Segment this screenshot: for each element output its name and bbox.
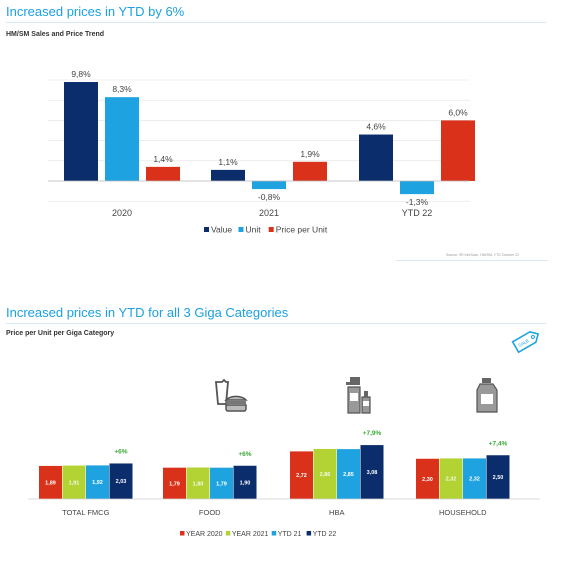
legend-swatch [180, 531, 185, 536]
data-label: 1,79 [216, 481, 227, 487]
bar [416, 458, 439, 499]
data-label: -0,8% [258, 192, 281, 202]
legend-swatch [271, 531, 277, 536]
legend: YEAR 2020 YEAR 2021 YTD 21 YTD 22 [180, 531, 336, 538]
bar [86, 465, 109, 499]
bar [105, 97, 139, 181]
bar [252, 181, 286, 190]
data-label: 1,4% [153, 154, 173, 164]
legend-label: Unit [246, 225, 262, 235]
household-icon [476, 378, 498, 413]
category-label: HBA [329, 508, 344, 517]
data-label: 1,92 [92, 480, 103, 486]
source-note: Source: IRI InfoScan, HM/SM, YTD October… [446, 253, 520, 257]
legend: Value Unit Price per Unit [204, 225, 328, 235]
bar [64, 82, 98, 181]
data-label: 1,91 [69, 480, 80, 486]
growth-label: +6% [114, 448, 127, 455]
data-label: 6,0% [448, 107, 468, 117]
data-label: 1,80 [193, 481, 204, 487]
bar [163, 467, 186, 499]
data-label: 8,3% [112, 84, 132, 94]
bar [400, 181, 434, 195]
data-label: 3,08 [367, 470, 378, 476]
bar [39, 465, 62, 499]
legend-swatch [238, 227, 244, 232]
data-label: 2,72 [296, 473, 307, 479]
sales-price-trend-chart: 9,8% 8,3% 1,4% 2020 1,1% -0,8% 1,9% 2021 4,6% -1,… [48, 69, 475, 235]
data-label: 1,9% [300, 149, 320, 159]
legend-label: YTD 21 [278, 531, 302, 538]
bar [146, 166, 180, 181]
bar [62, 465, 86, 499]
sale-tag-icon: SALE [511, 330, 540, 354]
category-label: HOUSEHOLD [439, 508, 487, 517]
bar [186, 467, 210, 499]
food-icon [215, 378, 248, 412]
legend-swatch [204, 227, 209, 232]
section2-title: Increased prices in YTD for all 3 Giga C… [6, 305, 289, 320]
section2-rule [6, 323, 546, 324]
bar [463, 458, 486, 499]
growth-label: +7,9% [363, 430, 382, 437]
source-rule [396, 260, 548, 261]
bar [359, 134, 393, 181]
data-label: 2,32 [469, 477, 480, 483]
data-label: 2,86 [320, 472, 331, 478]
bar [210, 467, 233, 499]
bar [211, 169, 245, 181]
data-label: 2,32 [446, 477, 457, 483]
section2-subtitle: Price per Unit per Giga Category [6, 330, 115, 337]
section1-title: Increased prices in YTD by 6% [6, 4, 185, 19]
category-label: YTD 22 [402, 208, 433, 218]
data-label: 2,85 [343, 472, 354, 478]
legend-swatch [268, 227, 274, 232]
data-label: 4,6% [366, 122, 386, 132]
data-label: -1,3% [406, 197, 429, 207]
bar [337, 449, 360, 499]
section1-subtitle: HM/SM Sales and Price Trend [6, 31, 105, 38]
growth-label: +6% [238, 451, 251, 458]
bar [293, 161, 327, 181]
svg-text:SALE: SALE [517, 338, 529, 348]
data-label: 2,03 [116, 479, 127, 485]
category-label: 2021 [259, 208, 279, 218]
data-label: 9,8% [71, 69, 91, 79]
section1-rule [6, 22, 546, 23]
hba-icon [346, 377, 371, 414]
data-label: 1,79 [169, 481, 180, 487]
bar [290, 451, 313, 499]
bar [233, 465, 257, 499]
legend-label: Price per Unit [276, 225, 328, 235]
data-label: 1,90 [240, 480, 251, 486]
legend-label: Value [211, 225, 232, 235]
category-label: FOOD [199, 508, 221, 517]
bar [439, 458, 463, 499]
category-label: 2020 [112, 208, 132, 218]
data-label: 1,1% [218, 157, 238, 167]
legend-label: YEAR 2021 [232, 531, 269, 538]
bar [360, 445, 384, 499]
bar [441, 120, 475, 181]
bar [109, 463, 133, 499]
bar [313, 448, 337, 499]
category-label: TOTAL FMCG [62, 508, 110, 517]
legend-swatch [225, 531, 231, 536]
data-label: 1,89 [45, 480, 56, 486]
data-label: 2,30 [422, 477, 433, 483]
bar [486, 455, 510, 499]
growth-label: +7,4% [489, 440, 508, 447]
legend-label: YEAR 2020 [186, 531, 223, 538]
legend-swatch [306, 531, 312, 536]
data-label: 2,50 [493, 475, 504, 481]
legend-label: YTD 22 [313, 531, 337, 538]
